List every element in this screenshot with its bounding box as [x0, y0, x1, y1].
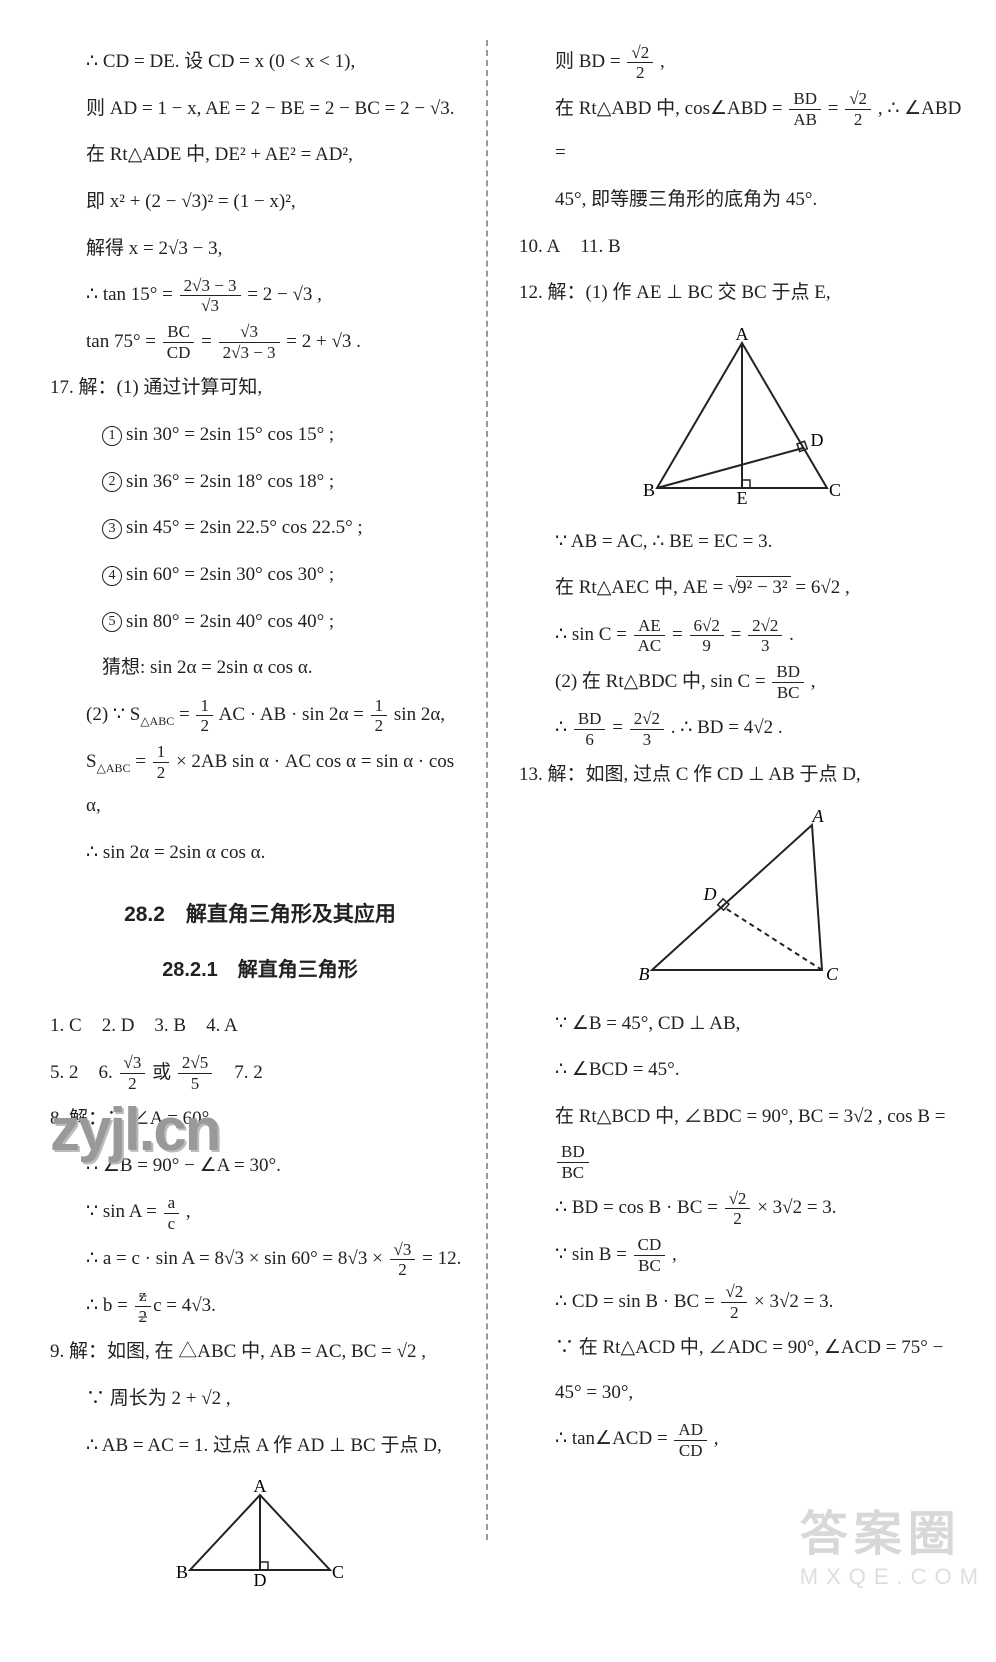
line: 3sin 45° = 2sin 22.5° cos 22.5° ;: [50, 506, 470, 551]
answers-5-7: 5. 2 6. √32 或 2√55 7. 2: [50, 1051, 470, 1096]
line: ∵ 在 Rt△ACD 中, ∠ADC = 90°, ∠ACD = 75° − 4…: [519, 1326, 964, 1415]
fraction: 2√3 − 3 √3: [180, 276, 241, 316]
line: 在 Rt△ABD 中, cos∠ABD = BDAB = √22 , ∴ ∠AB…: [519, 87, 964, 176]
stamp: 答案圈 MXQE.COM: [800, 1494, 986, 1590]
figure-1: A B C D: [50, 1480, 470, 1590]
line: 在 Rt△AEC 中, AE = 9² − 3² = 6√2 ,: [519, 566, 964, 611]
line: ∴ CD = sin B · BC = √22 × 3√2 = 3.: [519, 1280, 964, 1325]
line: 1sin 30° = 2sin 15° cos 15° ;: [50, 413, 470, 458]
svg-text:E: E: [736, 488, 747, 508]
line: 在 Rt△BCD 中, ∠BDC = 90°, BC = 3√2 , cos B…: [519, 1095, 964, 1184]
svg-text:C: C: [828, 480, 840, 500]
line: ∴ BD6 = 2√23 . ∴ BD = 4√2 .: [519, 706, 964, 751]
line: ∵ 周长为 2 + √2 ,: [50, 1377, 470, 1422]
fraction: BC CD: [163, 322, 195, 362]
line: (2) ∵ S△ABC = 12 AC · AB · sin 2α = 12 s…: [50, 693, 470, 738]
answers-10-11: 10. A 11. B: [519, 225, 964, 270]
line: 4sin 60° = 2sin 30° cos 30° ;: [50, 553, 470, 598]
svg-text:D: D: [254, 1570, 267, 1590]
svg-text:A: A: [254, 1480, 267, 1496]
line: 猜想: sin 2α = 2sin α cos α.: [50, 646, 470, 691]
left-column: ∴ CD = DE. 设 CD = x (0 < x < 1), 则 AD = …: [50, 40, 480, 1602]
line: ∴ tan 15° = 2√3 − 3 √3 = 2 − √3 ,: [50, 273, 470, 318]
svg-text:B: B: [642, 480, 654, 500]
svg-text:B: B: [638, 964, 649, 984]
fraction: 12: [196, 696, 213, 736]
line: ∵ sin B = CDBC ,: [519, 1233, 964, 1278]
line: ∴ a = c · sin A = 8√3 × sin 60° = 8√3 × …: [50, 1237, 470, 1282]
svg-text:D: D: [702, 884, 716, 904]
item-17: 17. 解：(1) 通过计算可知,: [50, 366, 470, 411]
page-container: ∴ CD = DE. 设 CD = x (0 < x < 1), 则 AD = …: [0, 0, 996, 1662]
line: 5sin 80° = 2sin 40° cos 40° ;: [50, 600, 470, 645]
line: 在 Rt△ADE 中, DE² + AE² = AD²,: [50, 133, 470, 178]
svg-text:D: D: [810, 430, 823, 450]
svg-text:A: A: [735, 328, 748, 344]
column-divider: [486, 40, 488, 1540]
sub-section-title: 28.2.1 解直角三角形: [50, 947, 470, 994]
line: 则 BD = √22 ,: [519, 40, 964, 85]
line: ∵ ∠B = 45°, CD ⊥ AB,: [519, 1002, 964, 1047]
watermark: zyjl.cn: [50, 1095, 219, 1164]
line: ∴ tan∠ACD = ADCD ,: [519, 1417, 964, 1462]
item-13: 13. 解：如图, 过点 C 作 CD ⊥ AB 于点 D,: [519, 753, 964, 798]
right-column: 则 BD = √22 , 在 Rt△ABD 中, cos∠ABD = BDAB …: [494, 40, 964, 1602]
line: ∵ sin A = ac ,: [50, 1190, 470, 1235]
line: ∴ AB = AC = 1. 过点 A 作 AD ⊥ BC 于点 D,: [50, 1424, 470, 1469]
fraction: 12: [153, 742, 170, 782]
line: tan 75° = BC CD = √3 2√3 − 3 = 2 + √3 .: [50, 320, 470, 365]
svg-text:C: C: [825, 964, 838, 984]
line: 即 x² + (2 − √3)² = (1 − x)²,: [50, 180, 470, 225]
section-title: 28.2 解直角三角形及其应用: [50, 890, 470, 939]
svg-text:A: A: [811, 810, 824, 826]
line: 2sin 36° = 2sin 18° cos 18° ;: [50, 460, 470, 505]
line: ∴ ∠BCD = 45°.: [519, 1048, 964, 1093]
line: ∴ sin C = AEAC = 6√29 = 2√23 .: [519, 613, 964, 658]
figure-2: A B C D E: [519, 328, 964, 508]
fraction: √3 2√3 − 3: [219, 322, 280, 362]
line: ∴ sin 2α = 2sin α cos α.: [50, 831, 470, 876]
svg-text:B: B: [176, 1562, 188, 1582]
item-9: 9. 解：如图, 在 △ABC 中, AB = AC, BC = √2 ,: [50, 1330, 470, 1375]
line: S△ABC = 12 × 2AB sin α · AC cos α = sin …: [50, 740, 470, 829]
item-12: 12. 解：(1) 作 AE ⊥ BC 交 BC 于点 E,: [519, 271, 964, 316]
line: (2) 在 Rt△BDC 中, sin C = BDBC ,: [519, 660, 964, 705]
line: ∴ CD = DE. 设 CD = x (0 < x < 1),: [50, 40, 470, 85]
line: 则 AD = 1 − x, AE = 2 − BE = 2 − BC = 2 −…: [50, 87, 470, 132]
line: ∴ BD = cos B · BC = √22 × 3√2 = 3.: [519, 1186, 964, 1231]
line: ∵ AB = AC, ∴ BE = EC = 3.: [519, 520, 964, 565]
svg-text:C: C: [332, 1562, 344, 1582]
line: 45°, 即等腰三角形的底角为 45°.: [519, 178, 964, 223]
figure-3: A B C D: [519, 810, 964, 990]
answers-1-4: 1. C 2. D 3. B 4. A: [50, 1004, 470, 1049]
fraction: 12: [371, 696, 388, 736]
line: 解得 x = 2√3 − 3,: [50, 227, 470, 272]
line: ∴ b = z2c = 4√3.: [50, 1284, 470, 1329]
